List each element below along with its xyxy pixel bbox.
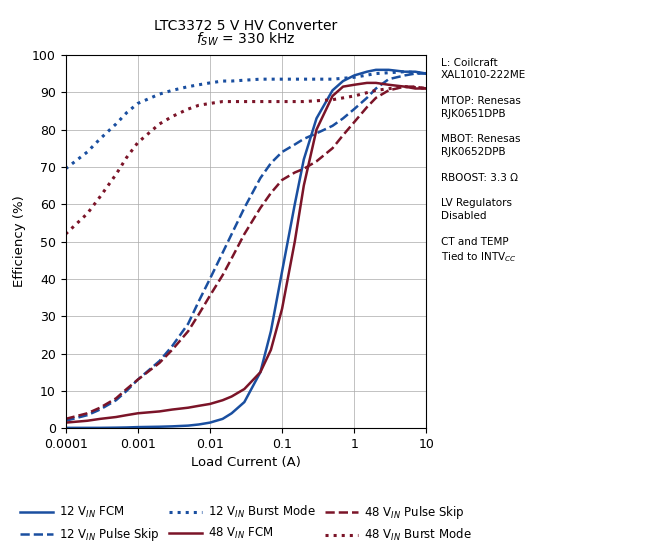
Text: L: Coilcraft
XAL1010-222ME

MTOP: Renesas
RJK0651DPB

MBOT: Renesas
RJK0652DPB

: L: Coilcraft XAL1010-222ME MTOP: Renesas…	[441, 58, 526, 264]
Text: LTC3372 5 V HV Converter: LTC3372 5 V HV Converter	[154, 19, 338, 33]
Y-axis label: Efficiency (%): Efficiency (%)	[13, 195, 26, 288]
X-axis label: Load Current (A): Load Current (A)	[191, 457, 301, 469]
Legend: 12 V$_{IN}$ FCM, 12 V$_{IN}$ Pulse Skip, 12 V$_{IN}$ Burst Mode, 48 V$_{IN}$ FCM: 12 V$_{IN}$ FCM, 12 V$_{IN}$ Pulse Skip,…	[20, 504, 472, 543]
Text: $f_{SW}$ = 330 kHz: $f_{SW}$ = 330 kHz	[196, 30, 296, 48]
